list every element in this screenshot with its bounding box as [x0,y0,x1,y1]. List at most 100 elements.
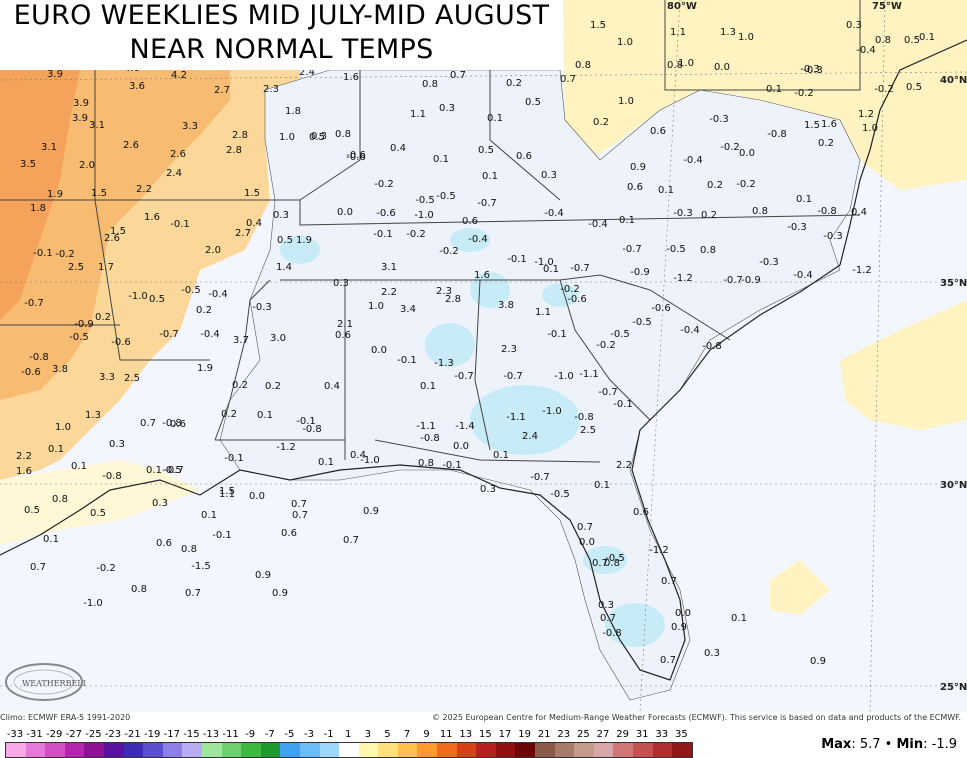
anomaly-value: 1.0 [368,301,384,312]
anomaly-value: 2.3 [436,286,452,297]
state-borders [0,0,861,463]
scale-swatch [84,743,104,757]
scale-swatch [417,743,438,757]
anomaly-value: 0.7 [343,535,359,546]
scale-swatch [162,743,183,757]
scale-swatch [319,743,340,757]
anomaly-value: 0.5 [525,97,541,108]
scale-swatch [6,743,26,757]
anomaly-value: 0.3 [541,170,557,181]
anomaly-value: 1.1 [670,27,686,38]
scale-tick-label: -27 [65,729,82,740]
warm-shading-yellow-atl [840,300,967,430]
scale-tick-label: -25 [85,729,102,740]
scale-tick-label: -33 [6,729,24,740]
anomaly-value: 0.8 [335,129,351,140]
anomaly-value: 0.3 [311,131,327,142]
scale-tick-label: -15 [183,729,200,740]
anomaly-value: 0.4 [246,218,262,229]
anomaly-value: 2.8 [232,130,248,141]
anomaly-value: 0.6 [650,126,666,137]
scale-tick-label: 15 [479,729,492,740]
scale-swatch [476,743,496,757]
anomaly-value: -0.4 [544,208,564,219]
anomaly-value: -0.3 [759,257,779,268]
anomaly-value: 3.1 [381,262,397,273]
anomaly-value: 2.2 [136,184,152,195]
anomaly-value: -0.2 [720,142,740,153]
anomaly-value: -0.5 [181,285,201,296]
anomaly-value: 1.8 [30,203,46,214]
anomaly-value: -0.2 [406,229,426,240]
anomaly-value: 1.5 [219,486,235,497]
scale-tick-label: 9 [423,729,430,740]
anomaly-value: -0.2 [794,88,814,99]
scale-tick-label: 27 [596,729,610,740]
anomaly-value: 0.6 [156,538,172,549]
title-line-2: NEAR NORMAL TEMPS [129,34,434,65]
anomaly-value: 0.9 [630,162,646,173]
anomaly-value: 1.6 [144,212,160,223]
anomaly-value: 0.0 [337,207,353,218]
anomaly-value: 0.2 [221,409,237,420]
max-min-stats: Max: 5.7 • Min: -1.9 [821,737,957,752]
min-label: Min [896,737,924,752]
anomaly-value: 0.1 [543,264,559,275]
anomaly-value: 2.0 [79,160,95,171]
anomaly-value: 0.1 [487,113,503,124]
anomaly-value: 2.7 [235,228,251,239]
scale-tick-label: 35 [675,729,688,740]
warm-shading-yellow-carib [770,560,830,615]
anomaly-value: 2.4 [166,168,182,179]
lat-label-40n: 40°N [940,75,967,86]
anomaly-value: 0.7 [560,74,576,85]
lat-label-35n: 35°N [940,278,967,289]
anomaly-value: -1.1 [416,421,436,432]
temperature-anomaly-map: 80°W 75°W 40°N 35°N 30°N 25°N 3.94.04.22… [0,0,967,713]
anomaly-value: 0.6 [462,216,478,227]
anomaly-value: -0.8 [702,341,722,352]
scale-tick-label: 5 [384,729,391,740]
scale-tick-label: 31 [635,729,649,740]
anomaly-value: 3.3 [99,372,115,383]
anomaly-value: 0.2 [707,180,723,191]
scale-tick-label: 11 [439,729,453,740]
scale-swatch [652,743,673,757]
anomaly-value: -0.8 [29,352,49,363]
anomaly-value: 1.6 [474,270,490,281]
anomaly-value: 0.5 [90,508,106,519]
anomaly-value: 0.3 [333,278,349,289]
anomaly-value: 0.2 [265,381,281,392]
anomaly-value: 1.0 [678,58,694,69]
anomaly-value: 1.0 [55,422,71,433]
scale-swatch [397,743,418,757]
anomaly-value: 0.8 [667,60,683,71]
scale-swatch [593,743,614,757]
anomaly-value: 0.3 [846,20,862,31]
anomaly-value: 0.2 [701,210,717,221]
scale-tick-label: -7 [264,729,275,740]
gridlines [0,0,967,713]
anomaly-value: 0.6 [281,528,297,539]
anomaly-value: 3.7 [233,335,249,346]
anomaly-value: -0.4 [208,289,228,300]
anomaly-value: -0.6 [21,367,41,378]
anomaly-value: 0.3 [704,648,720,659]
anomaly-value: -0.7 [24,298,44,309]
anomaly-value: -1.0 [360,455,380,466]
anomaly-value: 2.1 [337,319,353,330]
anomaly-value: 0.4 [350,450,366,461]
scale-swatch [143,743,163,757]
color-scale-bar [5,742,693,758]
scale-swatch [201,743,222,757]
anomaly-value: -0.1 [170,219,190,230]
anomaly-value: -0.2 [560,284,580,295]
anomaly-value: 0.1 [919,32,935,43]
anomaly-value: 1.4 [276,262,292,273]
anomaly-value: -1.0 [554,371,574,382]
scale-tick-label: -9 [245,729,256,740]
title-line-1: EURO WEEKLIES MID JULY-MID AUGUST [13,0,550,31]
anomaly-value: 0.2 [232,380,248,391]
anomaly-value: -0.4 [856,45,876,56]
anomaly-value: 0.0 [453,441,469,452]
